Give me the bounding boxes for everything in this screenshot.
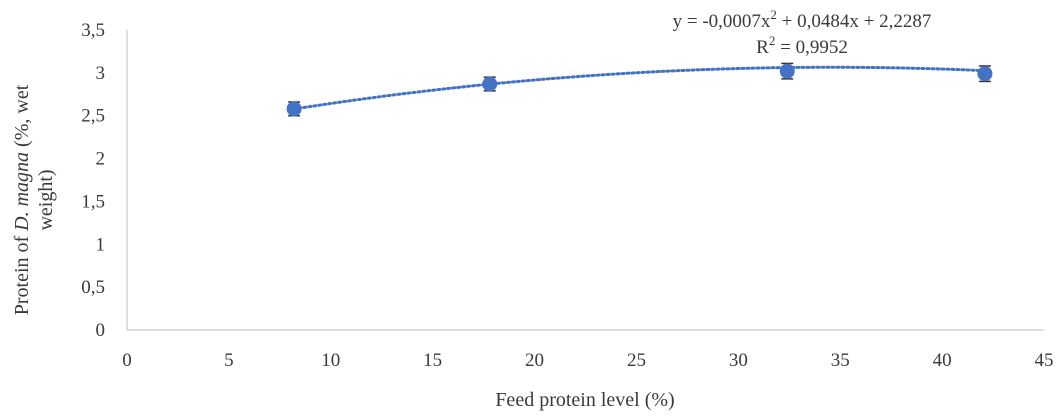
trendline-r2: R2 = 0,9952 xyxy=(756,33,848,58)
y-axis-title-line2: weight) xyxy=(35,169,57,230)
x-tick-label: 10 xyxy=(321,350,340,371)
x-tick-label: 0 xyxy=(122,350,132,371)
x-tick-label: 5 xyxy=(224,350,234,371)
data-point xyxy=(977,66,993,82)
x-axis-title: Feed protein level (%) xyxy=(495,389,674,411)
x-tick-label: 35 xyxy=(831,350,850,371)
data-point xyxy=(286,101,302,117)
axes xyxy=(126,30,1044,331)
y-tick-label: 1 xyxy=(96,234,106,255)
y-tick-label: 3,5 xyxy=(81,20,105,41)
y-tick-label: 0,5 xyxy=(81,277,105,298)
y-tick-label: 2,5 xyxy=(81,106,105,127)
x-tick-label: 40 xyxy=(933,350,952,371)
y-tick-label: 3 xyxy=(96,63,106,84)
x-tick-label: 20 xyxy=(525,350,544,371)
y-tick-label: 2 xyxy=(96,149,106,170)
data-point xyxy=(779,63,795,79)
x-tick-label: 30 xyxy=(729,350,748,371)
trendline-group xyxy=(292,65,987,111)
x-tick-label: 45 xyxy=(1035,350,1054,371)
trendline-equation: y = -0,0007x2 + 0,0484x + 2,2287 xyxy=(673,7,932,32)
x-tick-label: 25 xyxy=(627,350,646,371)
y-axis-title-line1: Protein of D. magna (%, wet xyxy=(11,84,33,315)
y-tick-label: 0 xyxy=(96,320,106,341)
trendline xyxy=(292,65,987,111)
y-tick-label: 1,5 xyxy=(81,191,105,212)
tick-labels: 0 0,5 1 1,5 2 2,5 3 3,5 0 5 10 15 20 25 30 35 40 45 xyxy=(81,20,1053,371)
data-points xyxy=(286,62,993,117)
x-tick-label: 15 xyxy=(423,350,442,371)
data-point xyxy=(482,76,498,92)
